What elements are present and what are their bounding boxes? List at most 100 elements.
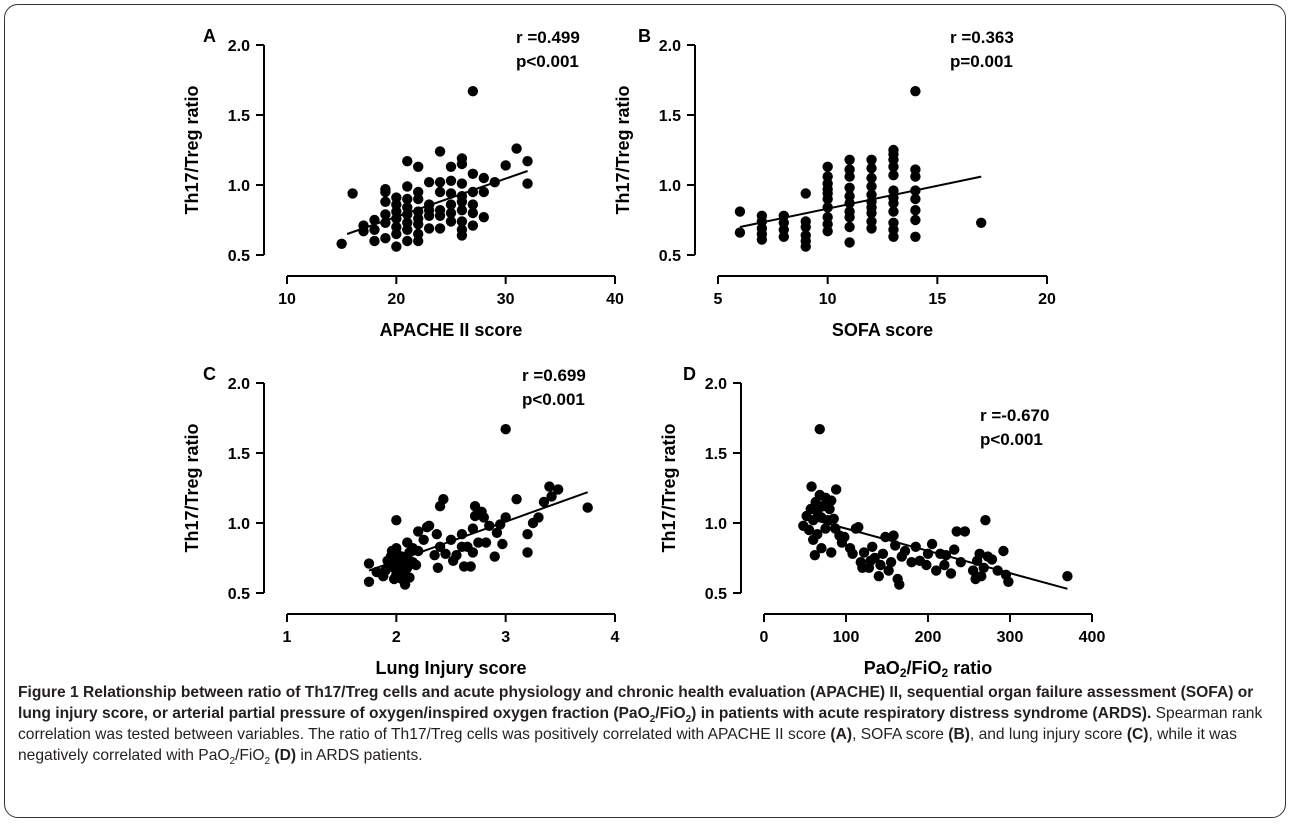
panel-d-data-point xyxy=(853,522,864,533)
panel-b-data-point xyxy=(800,216,811,227)
panel-a-data-point xyxy=(445,207,457,219)
caption-ref-c: (C) xyxy=(1126,726,1149,743)
panel-b-data-point xyxy=(976,217,987,228)
panel-d-x-axis-label-part: PaO xyxy=(864,658,900,678)
panel-d-stat-r: r =-0.670 xyxy=(980,406,1049,425)
caption-text-5: /FiO xyxy=(235,747,265,764)
panel-d-data-point xyxy=(978,562,989,573)
panel-a-data-point xyxy=(391,241,402,252)
panel-c-data-point xyxy=(363,558,375,569)
panel-d-data-point xyxy=(951,526,962,537)
panel-b-data-point xyxy=(888,206,899,217)
panel-a-y-tick-label: 0.5 xyxy=(228,248,250,265)
panel-a-data-point xyxy=(467,199,479,210)
panel-d-data-point xyxy=(808,515,819,526)
panel-c-data-point xyxy=(404,572,415,583)
panel-d-data-point xyxy=(976,571,987,582)
panel-a-data-point xyxy=(434,177,446,188)
panel-a-x-tick-label: 30 xyxy=(497,291,515,308)
panel-a-data-point xyxy=(478,186,489,198)
panel-d-data-point xyxy=(955,557,966,568)
panel-b-data-point xyxy=(800,188,811,199)
panel-b-y-tick-label: 1.5 xyxy=(659,108,681,125)
panel-d-data-point xyxy=(803,524,815,536)
panel-b-data-point xyxy=(844,154,855,165)
panel-b-data-point xyxy=(910,86,921,97)
panel-d-data-point xyxy=(931,565,942,576)
panel-a-data-point xyxy=(380,233,391,244)
panel-d-data-point xyxy=(809,550,821,561)
panel-b-x-tick-label: 10 xyxy=(819,291,837,308)
panel-d-data-point xyxy=(967,565,979,576)
panel-d-data-point xyxy=(921,559,932,571)
panel-d-panel-label: D xyxy=(683,364,696,384)
panel-d-data-point xyxy=(992,565,1003,576)
caption-bold-3: ) in patients with acute respiratory dis… xyxy=(691,705,1152,722)
panel-c-data-point xyxy=(467,547,479,558)
panel-b-data-point xyxy=(888,217,899,228)
panel-d-data-point xyxy=(828,513,839,524)
panel-d-data-point xyxy=(824,503,835,515)
panel-c-data-point xyxy=(546,491,557,502)
panel-a-data-point xyxy=(445,199,457,210)
panel-d-data-point xyxy=(826,495,837,506)
panel-b-data-point xyxy=(844,221,855,233)
panel-c-data-point xyxy=(465,561,476,572)
panel-d-data-point xyxy=(816,543,827,554)
panel-c-stat-r: r =0.699 xyxy=(522,366,586,385)
panel-d-y-tick-label: 0.5 xyxy=(705,586,727,603)
panel-a-data-point xyxy=(478,212,489,223)
panel-a-data-point xyxy=(456,205,468,216)
panel-a-data-point xyxy=(423,177,435,188)
panel-a-data-point xyxy=(402,217,413,228)
caption-fig-label: Figure 1 xyxy=(18,684,79,701)
panel-d-data-point xyxy=(830,484,842,495)
panel-b-panel-label: B xyxy=(638,26,651,46)
panel-a-x-axis-label: APACHE II score xyxy=(380,320,523,340)
panel-b-data-point xyxy=(866,216,877,227)
panel-d-data-point xyxy=(883,565,894,576)
panel-c-data-point xyxy=(391,515,402,526)
panel-c-y-tick-label: 2.0 xyxy=(228,376,250,393)
panel-b-data-point xyxy=(844,182,855,193)
caption-text-4: , while it was negatively correlated wit… xyxy=(18,726,1237,764)
panel-d-data-point xyxy=(1062,571,1073,582)
panel-d-data-point xyxy=(888,530,899,541)
caption-ref-d: (D) xyxy=(274,747,297,764)
panel-a-panel-label: A xyxy=(203,26,216,46)
panel-c-data-point xyxy=(484,520,495,531)
panel-a-data-point xyxy=(445,175,457,186)
panel-a-y-tick-label: 1.5 xyxy=(228,108,250,125)
panel-d-x-tick-label: 100 xyxy=(833,629,860,646)
panel-c-data-point xyxy=(423,520,435,531)
panel-d-data-point xyxy=(949,544,960,555)
panel-a-data-point xyxy=(391,192,402,203)
panel-b-data-point xyxy=(910,231,921,242)
panel-d-x-tick-label: 0 xyxy=(760,629,769,646)
panel-a-data-point xyxy=(402,202,413,213)
caption-title: Figure 1 Relationship between ratio of T… xyxy=(18,684,1253,725)
panel-d-x-axis-label-part: ratio xyxy=(948,658,992,678)
panel-b-data-point xyxy=(866,172,877,184)
panel-b-data-point xyxy=(866,189,877,200)
caption-ref-b: (B) xyxy=(948,726,970,743)
panel-d-data-point xyxy=(926,538,938,550)
panel-a-data-point xyxy=(434,186,446,198)
panel-a-data-point xyxy=(402,181,413,192)
panel-c-data-point xyxy=(473,537,484,548)
panel-c-data-point xyxy=(410,559,422,571)
panel-d-data-point xyxy=(910,541,921,552)
panel-a-data-point xyxy=(413,228,424,240)
panel-c-y-axis-label: Th17/Treg ratio xyxy=(182,423,202,552)
panel-a-data-point xyxy=(380,196,391,207)
panel-d-y-tick-label: 1.5 xyxy=(705,446,727,463)
panel-d-data-point xyxy=(899,545,911,557)
panel-a-data-point xyxy=(445,161,457,172)
panel-d-data-point xyxy=(885,557,897,568)
panel-c-data-point xyxy=(431,529,442,540)
panel-c-data-point xyxy=(552,484,564,495)
panel-c-data-point xyxy=(413,545,424,557)
panel-c-data-point xyxy=(500,424,511,435)
panel-a-data-point xyxy=(380,209,391,220)
